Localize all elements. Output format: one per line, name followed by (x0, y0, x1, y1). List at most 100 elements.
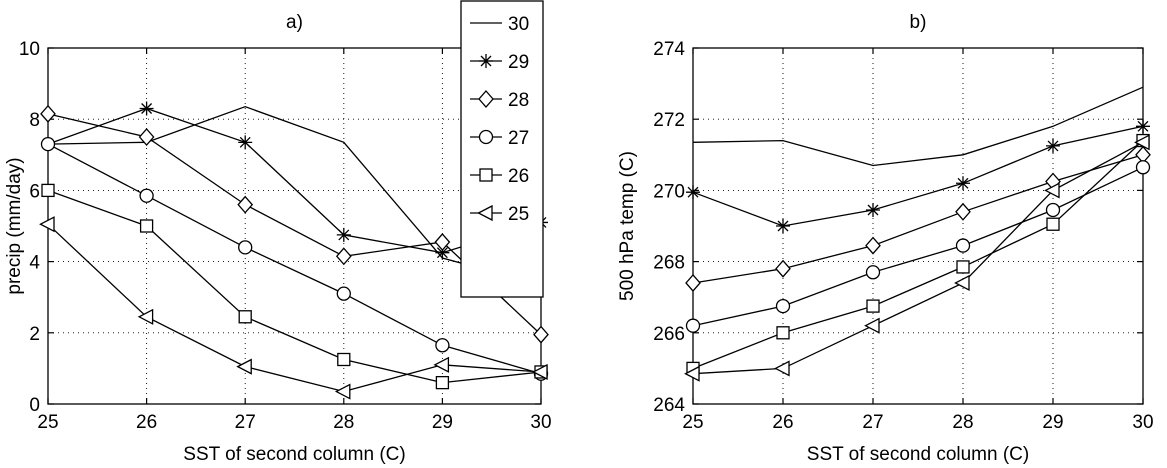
data-point-28 (40, 104, 56, 123)
data-point-25 (334, 383, 351, 400)
data-point-27 (1135, 160, 1151, 175)
data-point-27 (336, 286, 351, 301)
legend-label: 28 (508, 90, 529, 111)
x-tick-label: 29 (1042, 412, 1063, 433)
legend-marker-28 (478, 90, 494, 108)
legend-label: 25 (508, 204, 529, 225)
x-tick-label: 27 (862, 412, 883, 433)
data-point-26 (238, 310, 252, 324)
y-tick-label: 8 (29, 110, 40, 131)
plot-frame (692, 47, 1144, 405)
data-point-28 (955, 202, 971, 221)
data-point-27 (435, 338, 450, 353)
data-point-26 (337, 352, 351, 367)
y-tick-label: 266 (653, 324, 685, 345)
data-point-29 (336, 227, 351, 242)
x-tick-label: 25 (682, 412, 703, 433)
series-line-30 (692, 86, 1144, 167)
data-point-28 (685, 273, 701, 292)
y-tick-label: 268 (653, 253, 685, 274)
series-line-26 (47, 189, 542, 384)
data-point-25 (954, 274, 970, 292)
x-tick-label: 26 (772, 412, 793, 433)
legend-box (460, 0, 544, 298)
data-point-25 (433, 356, 450, 373)
data-point-25 (532, 363, 548, 381)
series-30 (47, 106, 542, 286)
data-point-28 (533, 325, 549, 344)
data-point-28 (138, 128, 155, 146)
legend-label: 26 (508, 166, 529, 187)
x-axis-label: SST of second column (C) (183, 444, 405, 465)
series-29 (686, 119, 1150, 233)
data-point-29 (956, 176, 970, 191)
data-point-27 (775, 298, 791, 314)
x-tick-label: 29 (432, 412, 453, 433)
y-tick-label: 274 (653, 39, 685, 60)
data-point-25 (1134, 134, 1150, 151)
legend-item-25: 25 (470, 204, 529, 225)
series-line-28 (47, 113, 542, 336)
data-point-29 (238, 135, 253, 150)
data-point-25 (39, 216, 55, 233)
series-27 (685, 160, 1151, 333)
series-26 (41, 183, 548, 390)
series-line-26 (692, 140, 1144, 370)
data-point-27 (1045, 202, 1061, 218)
series-28 (685, 145, 1151, 292)
data-point-27 (238, 240, 253, 255)
x-tick-label: 28 (333, 412, 354, 433)
series-26 (686, 133, 1150, 376)
legend-label: 27 (508, 128, 529, 149)
data-point-26 (41, 183, 55, 198)
legend-item-28: 28 (470, 90, 529, 111)
panel-title: b) (910, 12, 927, 33)
x-tick-label: 30 (1132, 412, 1153, 433)
data-point-29 (139, 101, 154, 116)
y-tick-label: 270 (653, 181, 685, 202)
data-point-26 (435, 375, 450, 390)
data-point-27 (139, 188, 154, 203)
y-axis-label: 500 hPa temp (C) (617, 151, 638, 301)
series-line-29 (47, 107, 542, 254)
x-tick-label: 25 (37, 412, 58, 433)
legend-label: 29 (508, 52, 529, 73)
y-tick-label: 2 (29, 324, 40, 345)
panel-a: 25 26 27 28 29 30 0 2 4 6 8 10 a) SST of second colum… (4, 12, 552, 465)
x-tick-label: 30 (530, 412, 551, 433)
y-tick-label: 4 (29, 253, 40, 274)
data-point-26 (1046, 217, 1060, 231)
data-point-28 (237, 195, 254, 214)
legend: 30 29 28 27 26 25 (460, 0, 544, 298)
data-point-29 (1136, 119, 1150, 134)
series-28 (40, 104, 549, 344)
legend-item-26: 26 (470, 166, 529, 187)
data-point-25 (774, 360, 790, 377)
legend-marker-29 (479, 54, 493, 68)
data-point-27 (40, 136, 56, 152)
x-axis-label: SST of second column (C) (807, 444, 1029, 465)
data-point-26 (139, 219, 154, 233)
y-tick-label: 272 (653, 110, 685, 131)
data-point-25 (137, 308, 154, 325)
y-tick-label: 0 (29, 395, 40, 416)
legend-item-27: 27 (470, 128, 529, 149)
data-point-28 (434, 233, 451, 252)
data-point-25 (236, 358, 252, 375)
x-tick-label: 26 (136, 412, 157, 433)
legend-marker-25 (477, 204, 493, 222)
data-point-29 (435, 245, 450, 260)
series-30 (692, 86, 1144, 167)
series-line-27 (47, 143, 542, 375)
legend-item-29: 29 (470, 52, 529, 73)
legend-item-30: 30 (470, 14, 529, 35)
series-line-30 (47, 106, 542, 286)
data-point-29 (776, 219, 790, 233)
data-point-25 (684, 365, 700, 382)
series-line-25 (692, 141, 1144, 375)
data-point-26 (776, 326, 790, 340)
legend-label: 30 (508, 14, 529, 35)
data-point-29 (686, 185, 700, 200)
y-axis-label: precip (mm/day) (4, 157, 25, 294)
